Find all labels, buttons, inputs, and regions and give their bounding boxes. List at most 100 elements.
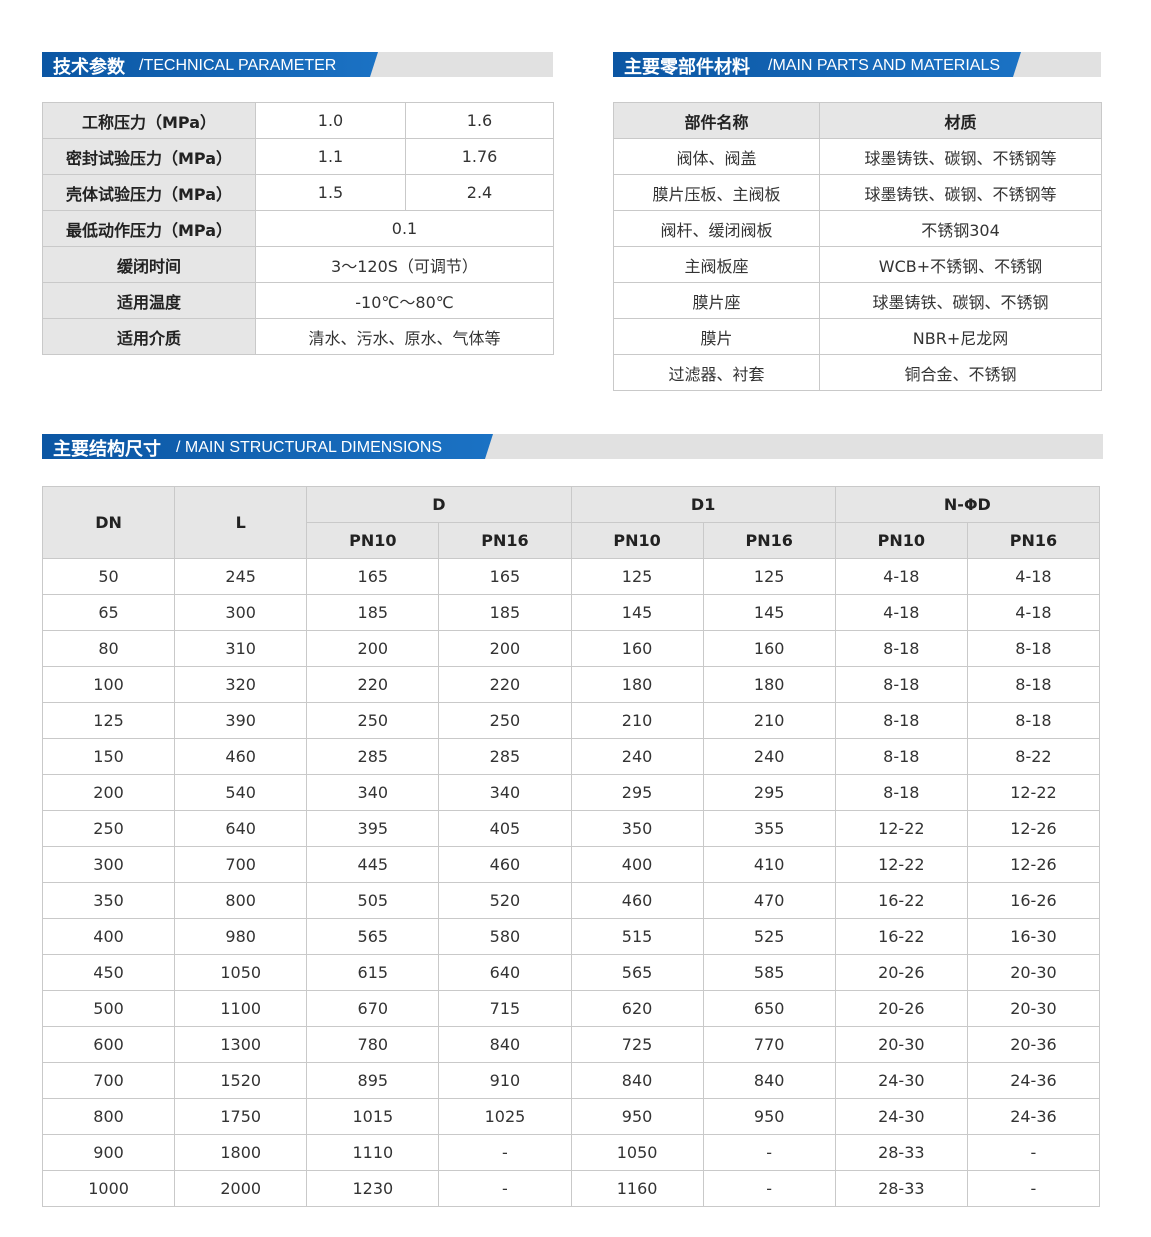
dimension-cell: 250 [306,702,440,739]
dimension-cell: 200 [41,774,176,811]
dimension-cell: 800 [174,882,308,919]
dimension-cell: 1100 [174,990,308,1027]
dimension-cell: 1520 [174,1062,308,1099]
dimension-cell: 24-36 [966,1062,1101,1099]
dimension-cell: 8-18 [834,702,968,739]
table-row: 500 1100 670 715 620 650 20-26 20-30 [41,990,1101,1027]
dimension-cell: 565 [306,918,440,955]
dimension-cell: 620 [570,990,704,1027]
dimension-cell: 125 [41,702,176,739]
dimension-cell: 980 [174,918,308,955]
dimension-cell: 470 [702,882,836,919]
dimension-cell: 24-30 [834,1098,968,1135]
dimension-cell: 400 [570,846,704,883]
column-header: 材质 [819,102,1102,139]
dimension-cell: 910 [438,1062,572,1099]
dimension-cell: 285 [438,738,572,775]
dimension-cell: 585 [702,954,836,991]
material: 球墨铸铁、碳钢、不锈钢 [819,282,1102,319]
technical-parameter-table: 工称压力（MPa） 1.0 1.6 密封试验压力（MPa） 1.1 1.76 壳体试验压力（… [42,102,554,355]
table-row: 过滤器、衬套 铜合金、不锈钢 [613,354,1102,391]
table-row: 膜片座 球墨铸铁、碳钢、不锈钢 [613,282,1102,319]
dimension-cell: 350 [41,882,176,919]
dimension-cell: 770 [702,1026,836,1063]
dimension-cell: 4-18 [834,558,968,595]
table-row: 缓闭时间 3～120S（可调节） [42,246,554,283]
dimension-cell: 700 [41,1062,176,1099]
table-row: 密封试验压力（MPa） 1.1 1.76 [42,138,554,175]
dimension-cell: 80 [41,630,176,667]
dimension-cell: 16-26 [966,882,1101,919]
dimensions-title-cn: 主要结构尺寸 [53,439,161,460]
table-row: 700 1520 895 910 840 840 24-30 24-36 [41,1062,1101,1099]
parameter-value: -10℃～80℃ [255,282,554,319]
dimension-cell: 12-22 [966,774,1101,811]
parameter-value: 清水、污水、原水、气体等 [255,318,554,355]
dimension-cell: 50 [41,558,176,595]
dimension-cell: 2000 [174,1170,308,1207]
dimension-cell: 650 [702,990,836,1027]
parameter-label: 密封试验压力（MPa） [42,138,256,175]
dimension-cell: 405 [438,810,572,847]
table-row: 80 310 200 200 160 160 8-18 8-18 [41,630,1101,667]
dimension-cell: 4-18 [834,594,968,631]
column-group-header: D1 [570,486,836,523]
dimension-cell: 295 [702,774,836,811]
dimension-cell: 8-18 [834,774,968,811]
dimension-cell: - [438,1134,572,1171]
dimension-cell: 1050 [570,1134,704,1171]
dimension-cell: 1300 [174,1026,308,1063]
table-row: 100 320 220 220 180 180 8-18 8-18 [41,666,1101,703]
table-row: 最低动作压力（MPa） 0.1 [42,210,554,247]
part-name: 膜片座 [613,282,820,319]
dimension-cell: 16-22 [834,918,968,955]
part-name: 膜片 [613,318,820,355]
parameter-value: 1.76 [405,138,554,175]
dimension-cell: 8-18 [966,702,1101,739]
part-name: 膜片压板、主阀板 [613,174,820,211]
dimension-cell: 400 [41,918,176,955]
dimension-cell: 4-18 [966,558,1101,595]
part-name: 主阀板座 [613,246,820,283]
dimension-cell: 310 [174,630,308,667]
dimension-cell: 640 [438,954,572,991]
dimension-cell: 600 [41,1026,176,1063]
material: 铜合金、不锈钢 [819,354,1102,391]
dimension-cell: 515 [570,918,704,955]
dimensions-table: DN L D D1 N-ΦD PN10 PN16 PN10 PN16 PN10 PN16 50 245 1… [41,486,1101,1207]
dimension-cell: 700 [174,846,308,883]
dimension-cell: 185 [306,594,440,631]
material: WCB+不锈钢、不锈钢 [819,246,1102,283]
materials-title-cn: 主要零部件材料 [624,57,750,78]
dimension-cell: 20-26 [834,954,968,991]
parameter-label: 适用介质 [42,318,256,355]
dimension-cell: 20-30 [966,954,1101,991]
dimension-cell: 390 [174,702,308,739]
dimension-cell: 300 [174,594,308,631]
parameter-label: 适用温度 [42,282,256,319]
parameter-value: 0.1 [255,210,554,247]
dimension-cell: 220 [306,666,440,703]
dimension-cell: 65 [41,594,176,631]
table-row: PN10 PN16 PN10 PN16 PN10 PN16 [43,522,1101,559]
table-row: 350 800 505 520 460 470 16-22 16-26 [41,882,1101,919]
column-header: 部件名称 [613,102,820,139]
dimension-cell: 185 [438,594,572,631]
dimension-cell: 780 [306,1026,440,1063]
dimension-cell: 125 [570,558,704,595]
dimension-cell: 520 [438,882,572,919]
table-row: 65 300 185 185 145 145 4-18 4-18 [41,594,1101,631]
dimension-cell: 8-22 [966,738,1101,775]
table-row: 工称压力（MPa） 1.0 1.6 [42,102,554,139]
dimension-cell: - [966,1134,1101,1171]
dimension-cell: 1000 [41,1170,176,1207]
dimension-cell: 1025 [438,1098,572,1135]
dimension-cell: 445 [306,846,440,883]
table-row: 450 1050 615 640 565 585 20-26 20-30 [41,954,1101,991]
dimension-cell: 12-22 [834,846,968,883]
part-name: 过滤器、衬套 [613,354,820,391]
dimension-cell: 715 [438,990,572,1027]
parameter-label: 工称压力（MPa） [42,102,256,139]
materials-title-en: /MAIN PARTS AND MATERIALS [768,57,1001,74]
dimension-cell: 670 [306,990,440,1027]
